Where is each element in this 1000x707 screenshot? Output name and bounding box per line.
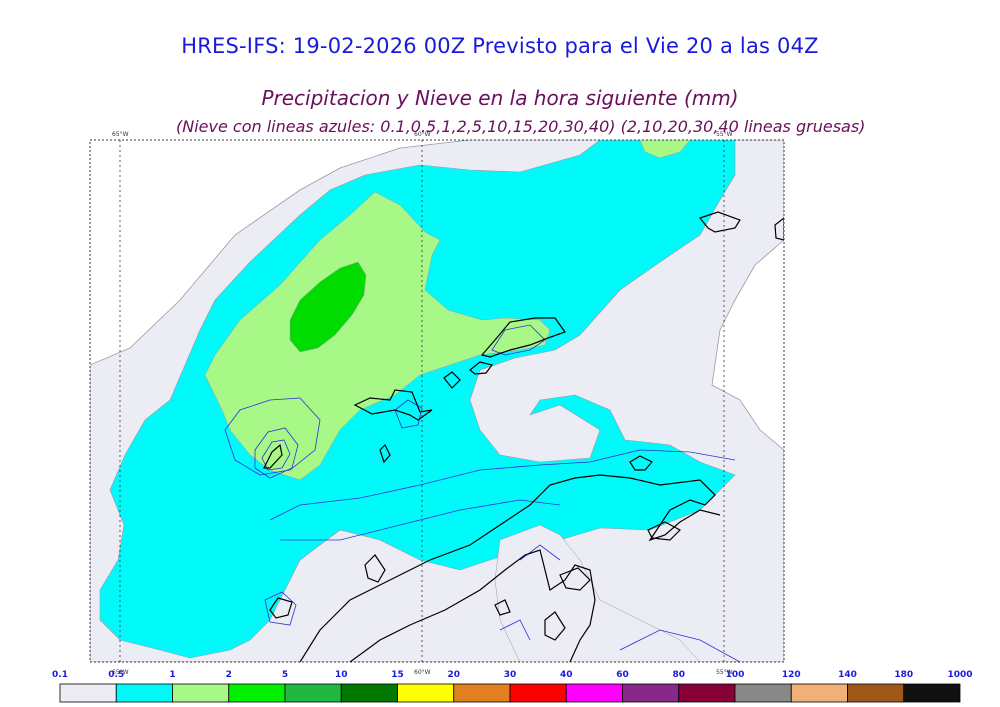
- snow-contours: [224, 324, 741, 662]
- legend-swatch: [59, 683, 117, 703]
- legend-label: 30: [504, 670, 517, 680]
- meridian-lines: [119, 140, 725, 662]
- legend-swatch: [284, 683, 342, 703]
- meridian-label-bottom: 65°W: [112, 669, 129, 676]
- legend-label: 5: [282, 670, 288, 680]
- legend-label: 60: [616, 670, 629, 680]
- legend-label: 15: [391, 670, 404, 680]
- legend-label: 140: [838, 670, 857, 680]
- legend-label: 1000: [947, 670, 972, 680]
- light-green-precip-area-north: [639, 140, 691, 159]
- legend-swatch: [340, 683, 398, 703]
- legend-label: 20: [447, 670, 460, 680]
- legend-label: 10: [335, 670, 348, 680]
- legend-swatch: [228, 683, 286, 703]
- legend-swatch: [172, 683, 230, 703]
- legend-swatch: [734, 683, 792, 703]
- legend-swatch: [509, 683, 567, 703]
- legend-swatch: [397, 683, 455, 703]
- light-green-precip-area: [204, 191, 551, 481]
- legend-label: 40: [560, 670, 573, 680]
- snow-contour-note: (Nieve con lineas azules: 0.1,0.5,1,2,5,…: [176, 117, 866, 136]
- meridian-label-bottom: 60°W: [414, 669, 431, 676]
- meridian-label-bottom: 55°W: [716, 669, 733, 676]
- meridian-label-top: 60°W: [414, 131, 431, 138]
- legend-label: 80: [672, 670, 685, 680]
- map-subtitle: Precipitacion y Nieve en la hora siguien…: [261, 86, 739, 110]
- legend-label: 120: [782, 670, 801, 680]
- legend-label: 0.5: [108, 670, 124, 680]
- legend-swatch: [903, 683, 961, 703]
- meridian-label-top: 55°W: [716, 131, 733, 138]
- map-title: HRES-IFS: 19-02-2026 00Z Previsto para e…: [181, 34, 819, 58]
- legend-label: 1: [169, 670, 175, 680]
- legend-swatch: [678, 683, 736, 703]
- cyan-precip-area: [99, 140, 736, 659]
- legend-label: 0.1: [52, 670, 68, 680]
- legend-label: 180: [894, 670, 913, 680]
- legend-swatch: [622, 683, 680, 703]
- legend-label: 2: [226, 670, 232, 680]
- legend-label: 100: [726, 670, 745, 680]
- legend-swatch: [790, 683, 848, 703]
- legend-swatch: [565, 683, 623, 703]
- coastlines: [263, 211, 784, 662]
- green-precip-area: [289, 261, 367, 353]
- meridian-label-top: 65°W: [112, 131, 129, 138]
- legend-swatch: [847, 683, 905, 703]
- legend-swatch: [115, 683, 173, 703]
- legend-swatch: [453, 683, 511, 703]
